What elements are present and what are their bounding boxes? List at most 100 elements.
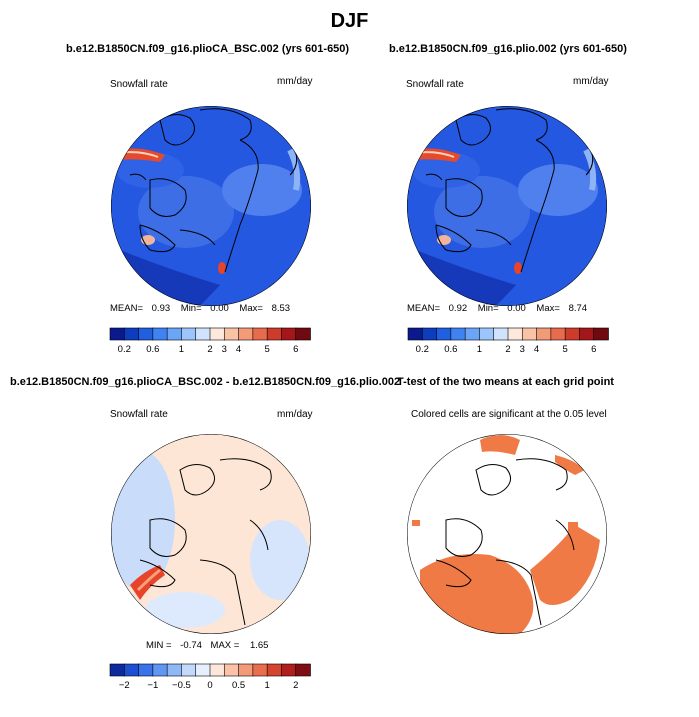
colorbar-top-left: 0.2 0.6 1 2 3 4 5 6 — [109, 327, 311, 355]
colorbar-swatch — [281, 327, 297, 341]
colorbar-swatch — [295, 663, 311, 677]
colorbar-top-right: 0.2 0.6 1 2 3 4 5 6 — [407, 327, 609, 355]
colorbar-swatch — [209, 327, 226, 341]
colorbar-tick-label: 2 — [207, 344, 212, 355]
colorbar-swatch — [450, 327, 466, 341]
colorbar-tick-label: 2 — [505, 344, 510, 355]
colorbar-swatch — [266, 663, 283, 677]
map-bottom-left — [111, 434, 311, 634]
colorbar-tick-label: 5 — [264, 344, 269, 355]
colorbar-swatch — [536, 327, 552, 341]
colorbar-tick-label: 0.2 — [118, 344, 131, 355]
colorbar-swatch — [479, 327, 495, 341]
colorbar-tick-label: 0 — [207, 680, 212, 691]
units-label-top-left: mm/day — [277, 76, 313, 87]
colorbar-tick-label: 1 — [179, 344, 184, 355]
variable-label-bottom-left: Snowfall rate — [110, 409, 168, 420]
colorbar-tick-label: 1 — [264, 680, 269, 691]
colorbar-tick-label: 3 — [222, 344, 227, 355]
stats-bottom-left: MIN = -0.74 MAX = 1.65 — [146, 640, 268, 651]
colorbar-swatch — [550, 327, 566, 341]
colorbar-swatch — [152, 327, 168, 341]
max-label: MAX = — [210, 640, 240, 651]
colorbar-swatch — [579, 327, 595, 341]
colorbar-swatch — [181, 327, 197, 341]
panel-title-bottom-right: T-test of the two means at each grid poi… — [397, 376, 614, 388]
colorbar-swatch — [195, 327, 211, 341]
colorbar-swatch — [521, 327, 538, 341]
colorbar-swatch — [238, 327, 254, 341]
colorbar-tick-label: 0.2 — [416, 344, 429, 355]
colorbar-swatch — [436, 327, 452, 341]
colorbar-tick-label: −0.5 — [172, 680, 191, 691]
stats-top-right: MEAN= 0.92 Min= 0.00 Max= 8.74 — [407, 303, 587, 314]
colorbar-swatch — [181, 663, 197, 677]
max-value: 1.65 — [249, 640, 269, 651]
min-value: 0.00 — [507, 303, 526, 314]
min-label: Min= — [180, 303, 202, 314]
units-label-bottom-left: mm/day — [277, 409, 313, 420]
min-value: 0.00 — [210, 303, 229, 314]
colorbar-swatch — [123, 327, 140, 341]
min-value: -0.74 — [180, 640, 202, 651]
colorbar-swatch — [421, 327, 438, 341]
colorbar-tick-label: −2 — [119, 680, 130, 691]
colorbar-swatch — [195, 663, 211, 677]
max-label: Max= — [239, 303, 263, 314]
min-label: MIN = — [146, 640, 172, 651]
colorbar-swatch — [281, 663, 297, 677]
colorbar-swatch — [223, 327, 240, 341]
colorbar-swatch — [266, 327, 283, 341]
variable-label-top-right: Snowfall rate — [406, 79, 464, 90]
colorbar-swatch — [464, 327, 481, 341]
colorbar-swatch — [252, 327, 268, 341]
colorbar-tick-label: 6 — [293, 344, 298, 355]
colorbar-swatch — [123, 663, 140, 677]
colorbar-swatch — [109, 327, 126, 341]
mean-value: 0.93 — [151, 303, 171, 314]
colorbar-tick-label: 1 — [477, 344, 482, 355]
units-label-top-right: mm/day — [573, 76, 609, 87]
colorbar-swatch — [295, 327, 311, 341]
colorbar-tick-label: 0.5 — [232, 680, 245, 691]
colorbar-tick-label: 6 — [591, 344, 596, 355]
colorbar-swatch — [109, 663, 126, 677]
colorbar-swatch — [152, 663, 168, 677]
colorbar-swatch — [493, 327, 509, 341]
map-top-left — [111, 106, 311, 306]
colorbar-swatch — [223, 663, 240, 677]
panel-title-top-left: b.e12.B1850CN.f09_g16.plioCA_BSC.002 (yr… — [66, 43, 350, 55]
colorbar-tick-label: 4 — [534, 344, 539, 355]
mean-label: MEAN= — [110, 303, 143, 314]
colorbar-tick-label: 5 — [562, 344, 567, 355]
panel-title-top-right: b.e12.B1850CN.f09_g16.plio.002 (yrs 601-… — [389, 43, 627, 55]
panel-title-bottom-left: b.e12.B1850CN.f09_g16.plioCA_BSC.002 - b… — [10, 376, 401, 388]
colorbar-swatch — [166, 663, 183, 677]
colorbar-swatch — [593, 327, 609, 341]
map-top-right — [407, 106, 607, 306]
colorbar-swatch — [407, 327, 424, 341]
significance-note: Colored cells are significant at the 0.0… — [411, 409, 607, 420]
max-value: 8.74 — [568, 303, 588, 314]
colorbar-tick-label: 4 — [236, 344, 241, 355]
colorbar-swatch — [507, 327, 524, 341]
colorbar-swatch — [238, 663, 254, 677]
mean-value: 0.92 — [448, 303, 468, 314]
stats-top-left: MEAN= 0.93 Min= 0.00 Max= 8.53 — [110, 303, 290, 314]
variable-label-top-left: Snowfall rate — [110, 79, 168, 90]
colorbar-bottom-left: −2 −1 −0.5 0 0.5 1 2 — [109, 663, 311, 691]
colorbar-swatch — [564, 327, 581, 341]
colorbar-swatch — [252, 663, 268, 677]
colorbar-swatch — [209, 663, 226, 677]
max-value: 8.53 — [271, 303, 291, 314]
mean-label: MEAN= — [407, 303, 440, 314]
max-label: Max= — [536, 303, 560, 314]
figure-title: DJF — [330, 10, 369, 32]
colorbar-tick-label: 0.6 — [146, 344, 159, 355]
colorbar-tick-label: −1 — [147, 680, 158, 691]
colorbar-tick-label: 2 — [293, 680, 298, 691]
map-bottom-right — [407, 434, 607, 634]
colorbar-swatch — [138, 663, 154, 677]
colorbar-tick-label: 0.6 — [444, 344, 457, 355]
